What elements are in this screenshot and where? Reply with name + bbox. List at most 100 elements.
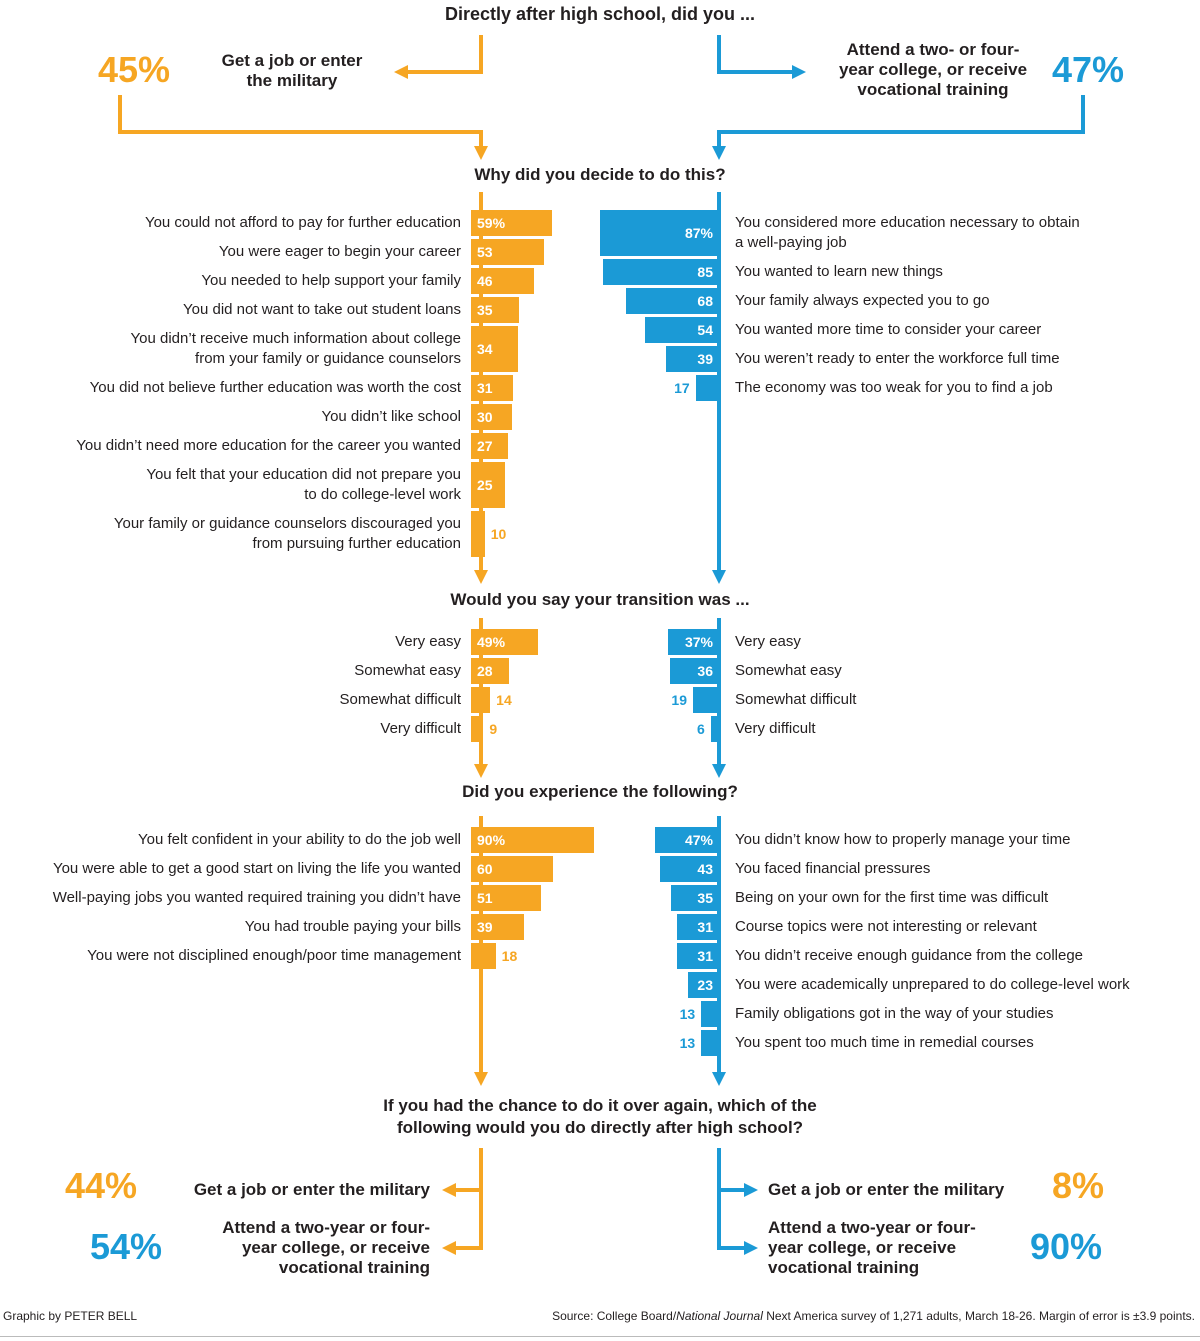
value-label: 46	[477, 273, 493, 289]
bar-area: 43	[589, 856, 719, 882]
redo-percent: 44%	[65, 1165, 138, 1206]
bar-area: 19	[589, 687, 719, 713]
value-label: 60	[477, 861, 493, 877]
bar-area: 39	[471, 914, 601, 940]
bar-area: 37%	[589, 629, 719, 655]
bar-area: 54	[589, 317, 719, 343]
bar-row: You had trouble paying your bills 39	[0, 914, 601, 940]
category-label: Being on your own for the first time was…	[735, 889, 1049, 906]
redo-option: Get a job or enter the military	[768, 1180, 1005, 1199]
bar: 87%	[599, 210, 719, 256]
category-label: You didn’t know how to properly manage y…	[735, 831, 1071, 848]
category-label: Very easy	[735, 633, 801, 650]
category-label: Somewhat difficult	[735, 691, 857, 708]
right-chart: 47% You didn’t know how to properly manag…	[589, 827, 1184, 1059]
category-label: You could not afford to pay for further …	[144, 214, 461, 231]
bar-area: 9	[471, 716, 601, 742]
bar: 31	[471, 375, 514, 401]
redo-option: Attend a two-year or four- year college,…	[768, 1218, 976, 1277]
bar-row: 19 Somewhat difficult	[589, 687, 1184, 713]
category-label: You were able to get a good start on liv…	[52, 860, 461, 877]
category-label: Course topics were not interesting or re…	[735, 918, 1037, 935]
bar-row: 54 You wanted more time to consider your …	[589, 317, 1184, 343]
bar-area: 31	[589, 943, 719, 969]
bar-row: You didn’t receive much information abou…	[0, 326, 601, 372]
category-label: You had trouble paying your bills	[244, 918, 461, 935]
bar-row: You felt confident in your ability to do…	[0, 827, 601, 853]
value-label: 31	[477, 380, 493, 396]
bar-area: 31	[589, 914, 719, 940]
right-chart: 37% Very easy 36 Somewhat easy 19 Somewhat di…	[589, 629, 1184, 745]
source-text: National Journal	[676, 1309, 763, 1323]
source: Source: College Board/National Journal N…	[552, 1309, 1195, 1323]
value-label: 17	[674, 380, 690, 396]
redo-percent: 54%	[90, 1226, 163, 1267]
value-label: 39	[697, 351, 713, 367]
value-label: 59%	[477, 215, 506, 231]
bar-row: 13 Family obligations got in the way of y…	[589, 1001, 1184, 1027]
bar-row: 31 Course topics were not interesting or …	[589, 914, 1184, 940]
category-label: Your family always expected you to go	[735, 292, 990, 309]
value-label: 54	[697, 322, 713, 338]
bar-area: 51	[471, 885, 601, 911]
redo-title: If you had the chance to do it over agai…	[383, 1096, 817, 1137]
category-label: You considered more education necessary …	[735, 214, 1080, 251]
category-label: You were not disciplined enough/poor tim…	[87, 947, 461, 964]
bar-area: 53	[471, 239, 601, 265]
bar-area: 34	[471, 326, 601, 372]
rule	[0, 1336, 1200, 1337]
bar-row: Somewhat difficult 14	[0, 687, 601, 713]
bar-row: 47% You didn’t know how to properly manag…	[589, 827, 1184, 853]
bar-row: 36 Somewhat easy	[589, 658, 1184, 684]
category-label: You didn’t need more education for the c…	[76, 437, 461, 454]
bar: 39	[665, 346, 719, 372]
bar-row: You were eager to begin your career 53	[0, 239, 601, 265]
bar-row: Well-paying jobs you wanted required tra…	[0, 885, 601, 911]
category-label: You weren’t ready to enter the workforce…	[735, 350, 1060, 367]
bar: 54	[645, 317, 719, 343]
bar-row: 35 Being on your own for the first time w…	[589, 885, 1184, 911]
bar: 68	[625, 288, 719, 314]
value-label: 31	[697, 919, 713, 935]
bar: 27	[471, 433, 508, 459]
value-label: 51	[477, 890, 493, 906]
bar-row: 37% Very easy	[589, 629, 1184, 655]
redo-percent: 90%	[1030, 1226, 1103, 1267]
bar	[471, 687, 491, 713]
category-label: You needed to help support your family	[201, 272, 461, 289]
bar-row: 23 You were academically unprepared to do…	[589, 972, 1184, 998]
section-title: Did you experience the following?	[462, 782, 738, 801]
bar-area: 35	[471, 297, 601, 323]
value-label: 30	[477, 409, 493, 425]
bar-row: 43 You faced financial pressures	[589, 856, 1184, 882]
value-label: 14	[496, 692, 512, 708]
bar-row: 87% You considered more education necessa…	[589, 210, 1184, 256]
bar-row: You were able to get a good start on liv…	[0, 856, 601, 882]
value-label: 36	[697, 663, 713, 679]
category-label: You did not want to take out student loa…	[183, 301, 461, 318]
bar-row: You did not believe further education wa…	[0, 375, 601, 401]
bar-row: You didn’t like school 30	[0, 404, 601, 430]
value-label: 90%	[477, 832, 506, 848]
category-label: You didn’t receive much information abou…	[130, 330, 461, 367]
bar-area: 6	[589, 716, 719, 742]
category-label: Family obligations got in the way of you…	[735, 1005, 1054, 1022]
category-label: Well-paying jobs you wanted required tra…	[52, 889, 461, 906]
bar-area: 28	[471, 658, 601, 684]
bar-row: You were not disciplined enough/poor tim…	[0, 943, 601, 969]
value-label: 23	[697, 977, 713, 993]
bar-area: 35	[589, 885, 719, 911]
bar-row: 6 Very difficult	[589, 716, 1184, 742]
bar-area: 13	[589, 1001, 719, 1027]
redo-option: Attend a two-year or four- year college,…	[222, 1218, 430, 1277]
bar: 34	[471, 326, 518, 372]
bar: 85	[602, 259, 719, 285]
category-label: The economy was too weak for you to find…	[735, 379, 1053, 396]
value-label: 43	[697, 861, 713, 877]
right-flow	[712, 35, 1085, 1255]
bar-row: 31 You didn’t receive enough guidance fro…	[589, 943, 1184, 969]
value-label: 28	[477, 663, 493, 679]
bar-area: 49%	[471, 629, 601, 655]
bar-area: 59%	[471, 210, 601, 236]
